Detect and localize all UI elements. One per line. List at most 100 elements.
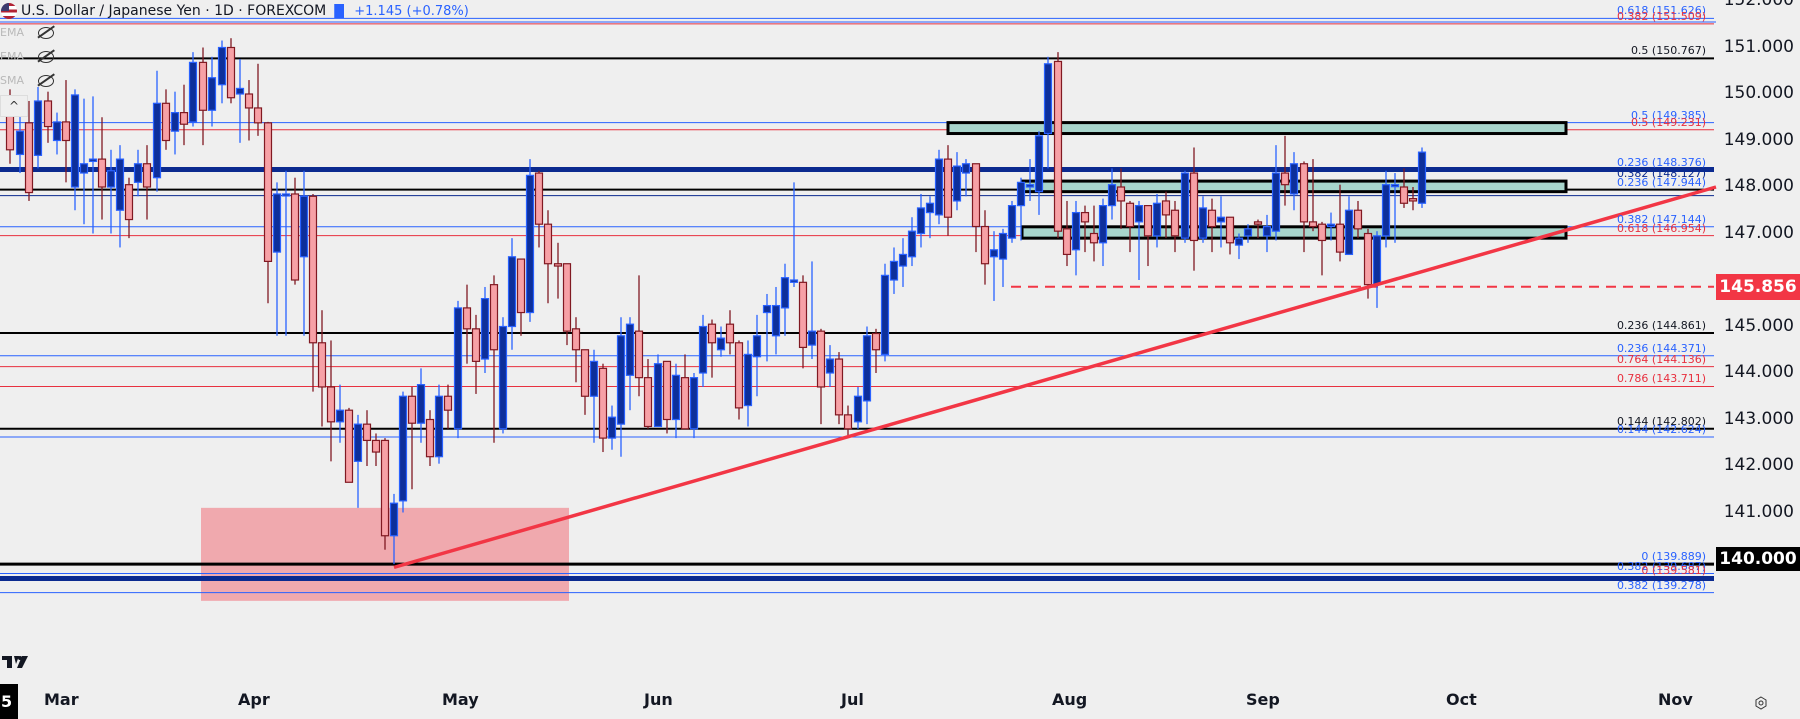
eye-hidden-icon[interactable] — [37, 50, 54, 63]
bear-candle — [344, 407, 354, 483]
price-axis-label: 147.000 — [1723, 222, 1794, 243]
bull-candle — [1344, 196, 1354, 256]
bull-candle — [1034, 131, 1044, 215]
bear-candle — [317, 310, 327, 427]
bear-candle — [462, 284, 472, 364]
bull-candle — [1417, 147, 1427, 208]
bear-candle — [580, 349, 590, 415]
bull-candle — [998, 228, 1008, 287]
time-axis-label: Nov — [1658, 690, 1693, 709]
indicator-sma[interactable]: SMA — [0, 74, 54, 87]
bull-candle — [1180, 170, 1190, 243]
tradingview-logo-icon[interactable] — [2, 656, 32, 668]
eye-hidden-icon[interactable] — [38, 74, 54, 87]
bull-candle — [217, 40, 227, 104]
fib-level-label: 0.382 (147.144) — [1616, 212, 1706, 226]
bull-candle — [789, 182, 799, 287]
bull-candle — [272, 182, 282, 336]
bear-candle — [1353, 200, 1363, 239]
consolidation-zone — [1020, 225, 1568, 240]
time-axis-label: Aug — [1052, 690, 1088, 709]
fib-level-label: 0.236 (144.371) — [1616, 341, 1706, 355]
bull-candle — [771, 286, 781, 355]
bull-candle — [934, 149, 944, 225]
settings-icon[interactable] — [1754, 696, 1768, 710]
bear-candle — [734, 340, 744, 420]
indicator-ema-2[interactable]: EMA — [0, 50, 54, 63]
indicator-label: EMA — [0, 50, 24, 63]
bull-candle — [106, 149, 116, 234]
bear-candle — [598, 363, 608, 453]
bear-candle — [1207, 198, 1217, 253]
bear-candle — [124, 177, 134, 239]
bull-candle — [862, 326, 872, 425]
bull-candle — [33, 87, 43, 169]
bear-candle — [1143, 205, 1153, 267]
bull-candle — [853, 386, 863, 429]
bull-candle — [1071, 200, 1081, 276]
price-axis-label: 148.000 — [1723, 176, 1794, 196]
bear-candle — [407, 386, 417, 490]
bull-candle — [752, 314, 762, 397]
price-axis-label: 150.000 — [1723, 83, 1794, 103]
collapse-indicators-button[interactable]: ^ — [0, 95, 28, 117]
indicator-ema-1[interactable]: EMA — [0, 26, 54, 39]
bear-candle — [263, 121, 273, 304]
bear-candle — [1253, 219, 1263, 239]
bull-candle — [1234, 233, 1244, 260]
symbol-title[interactable]: U.S. Dollar / Japanese Yen · 1D · FOREXC… — [21, 3, 327, 19]
bear-candle — [326, 340, 336, 462]
price-axis-label: 143.000 — [1723, 408, 1794, 429]
time-axis-label: Apr — [238, 690, 270, 709]
chevron-up-icon: ^ — [8, 99, 20, 113]
bear-candle — [489, 275, 499, 443]
bear-candle — [1062, 200, 1072, 267]
bull-candle — [989, 231, 999, 301]
bull-candle — [507, 238, 517, 350]
bear-candle — [244, 80, 254, 141]
bull-candle — [1107, 168, 1117, 220]
time-axis-label: Jul — [841, 690, 864, 709]
price-axis-label: 145.000 — [1723, 315, 1794, 336]
bull-candle — [916, 193, 926, 248]
last-price-tag: 145.856 — [1716, 273, 1800, 300]
bull-candle — [52, 112, 62, 155]
time-axis-label: Sep — [1246, 690, 1280, 709]
bear-candle — [1335, 184, 1345, 262]
bull-candle — [925, 196, 935, 239]
bull-candle — [907, 217, 917, 267]
price-axis-label: 149.000 — [1723, 129, 1794, 150]
bear-candle — [290, 177, 300, 285]
bull-candle — [716, 326, 726, 357]
fib-level-label: 0.5 (149.231) — [1630, 115, 1706, 129]
bear-candle — [534, 170, 544, 248]
bull-candle — [281, 170, 291, 336]
fib-level-label: 0.144 (142.802) — [1616, 414, 1706, 428]
bull-candle — [416, 368, 426, 443]
bear-candle — [516, 258, 526, 336]
bear-candle — [980, 210, 990, 285]
fib-level-label: 0.382 (139.687) — [1616, 559, 1706, 573]
bull-candle — [698, 314, 708, 387]
bull-candle — [133, 149, 143, 197]
fib-level-label: 0.382 (148.127) — [1616, 167, 1706, 181]
uptrend-line — [393, 185, 1717, 570]
bull-candle — [115, 145, 125, 248]
bear-candle — [1089, 205, 1099, 262]
bull-candle — [398, 391, 408, 513]
us-flag-icon — [1, 3, 17, 19]
bear-candle — [179, 84, 189, 146]
eye-hidden-icon[interactable] — [37, 26, 54, 39]
bull-candle — [1043, 56, 1053, 169]
bull-candle — [653, 354, 663, 428]
bull-candle — [1326, 212, 1336, 241]
bear-candle — [43, 91, 53, 143]
bull-candle — [589, 349, 599, 443]
price-axis-label: 144.000 — [1723, 362, 1794, 382]
bull-candle — [498, 317, 508, 434]
market-status-icon — [334, 4, 345, 18]
bull-candle — [188, 52, 198, 127]
bull-candle — [88, 96, 98, 234]
bull-candle — [1381, 170, 1391, 248]
